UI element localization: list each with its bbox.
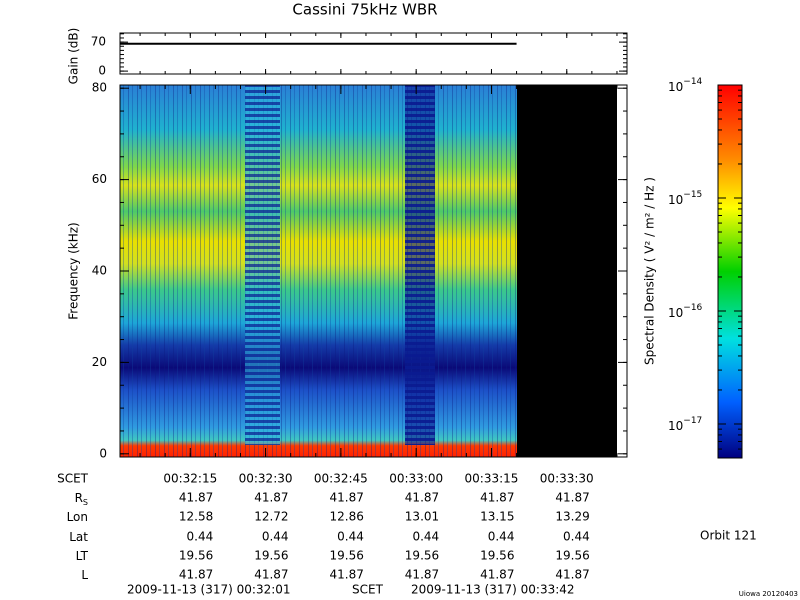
gain-axis-box <box>119 32 628 75</box>
ephemeris-value: 0.44 <box>488 530 515 544</box>
ephemeris-value: 12.58 <box>179 510 213 524</box>
ephemeris-value: 19.56 <box>179 549 213 563</box>
colorbar-tick-label: 10−15 <box>668 189 702 206</box>
colorbar-tick-exponent: −15 <box>683 189 702 199</box>
x-tick-label: 00:32:30 <box>239 472 293 486</box>
ephemeris-label-text: LT <box>76 549 89 563</box>
colorbar-image <box>718 85 742 458</box>
ephemeris-value: 0.44 <box>563 530 590 544</box>
ephemeris-label: SCET <box>57 472 89 486</box>
ephemeris-value: 12.86 <box>330 510 364 524</box>
ephemeris-value: 41.87 <box>405 568 439 582</box>
ephemeris-value: 13.15 <box>480 510 514 524</box>
ephemeris-value: 0.44 <box>412 530 439 544</box>
ephemeris-value: 41.87 <box>254 491 288 505</box>
gain-tick-label: 70 <box>91 35 106 49</box>
ephemeris-value: 0.44 <box>337 530 364 544</box>
colorbar-tick-exponent: −14 <box>683 77 702 87</box>
y-tick-label: 60 <box>92 172 107 186</box>
colorbar-tick-exponent: −16 <box>683 302 702 312</box>
ephemeris-value: 19.56 <box>480 549 514 563</box>
colorbar-box <box>717 84 743 459</box>
colorbar-tick-label: 10−16 <box>668 302 703 319</box>
colorbar-tick-label: 10−14 <box>668 77 703 94</box>
ephemeris-value: 12.72 <box>254 510 288 524</box>
ephemeris-label-text: L <box>81 568 88 582</box>
ephemeris-value: 19.56 <box>405 549 439 563</box>
chart-title: Cassini 75kHz WBR <box>292 1 437 19</box>
x-tick-label: 00:33:00 <box>389 472 443 486</box>
ephemeris-value: 41.87 <box>555 491 589 505</box>
x-tick-label: 00:33:15 <box>465 472 519 486</box>
orbit-label: Orbit 121 <box>700 529 757 543</box>
x-tick-label: 00:32:45 <box>314 472 368 486</box>
ephemeris-label: Lat <box>69 530 88 544</box>
gain-tick-label: 0 <box>98 64 106 78</box>
colorbar-tick-label: 10−17 <box>668 415 702 432</box>
ephemeris-value: 41.87 <box>330 491 364 505</box>
ephemeris-value: 19.56 <box>254 549 288 563</box>
y-tick-label: 0 <box>99 446 107 460</box>
footer-scet: SCET <box>352 583 384 597</box>
colorbar-tick-exponent: −17 <box>683 415 702 425</box>
y-tick-label: 40 <box>92 264 107 278</box>
x-tick-label: 00:32:15 <box>163 472 217 486</box>
colorbar-tick-base: 10 <box>668 192 683 206</box>
x-tick-label: 00:33:30 <box>540 472 594 486</box>
ephemeris-value: 13.29 <box>555 510 589 524</box>
ephemeris-label: Lon <box>67 510 88 524</box>
y-tick-label: 20 <box>92 355 107 369</box>
gain-axis-label: Gain (dB) <box>67 28 81 85</box>
ephemeris-value: 0.44 <box>262 530 289 544</box>
y-tick-label: 80 <box>92 81 107 95</box>
credit: Uiowa 20120403 <box>739 590 798 598</box>
spectrogram-image <box>120 85 617 457</box>
ephemeris-label-text: R <box>75 491 83 505</box>
ephemeris-value: 41.87 <box>254 568 288 582</box>
ephemeris-label-subscript: S <box>83 498 88 507</box>
colorbar-tick-base: 10 <box>668 418 683 432</box>
ephemeris-value: 13.01 <box>405 510 439 524</box>
footer-start: 2009-11-13 (317) 00:32:01 <box>127 583 291 597</box>
ephemeris-value: 19.56 <box>555 549 589 563</box>
ephemeris-value: 41.87 <box>330 568 364 582</box>
colorbar-label: Spectral Density ( V² / m² / Hz ) <box>643 177 657 365</box>
ephemeris-label: L <box>81 568 88 582</box>
ephemeris-value: 41.87 <box>480 491 514 505</box>
ephemeris-value: 0.44 <box>187 530 214 544</box>
ephemeris-value: 41.87 <box>179 568 213 582</box>
colorbar-tick-base: 10 <box>668 80 683 94</box>
ephemeris-value: 19.56 <box>330 549 364 563</box>
ephemeris-value: 41.87 <box>179 491 213 505</box>
footer-end: 2009-11-13 (317) 00:33:42 <box>411 583 575 597</box>
colorbar-tick-base: 10 <box>668 305 683 319</box>
ephemeris-value: 41.87 <box>405 491 439 505</box>
ephemeris-label-text: Lat <box>69 530 88 544</box>
ephemeris-value: 41.87 <box>555 568 589 582</box>
y-axis-label: Frequency (kHz) <box>67 222 81 319</box>
ephemeris-value: 41.87 <box>480 568 514 582</box>
ephemeris-label: LT <box>76 549 89 563</box>
ephemeris-label-text: Lon <box>67 510 88 524</box>
ephemeris-label: RS <box>75 491 88 507</box>
